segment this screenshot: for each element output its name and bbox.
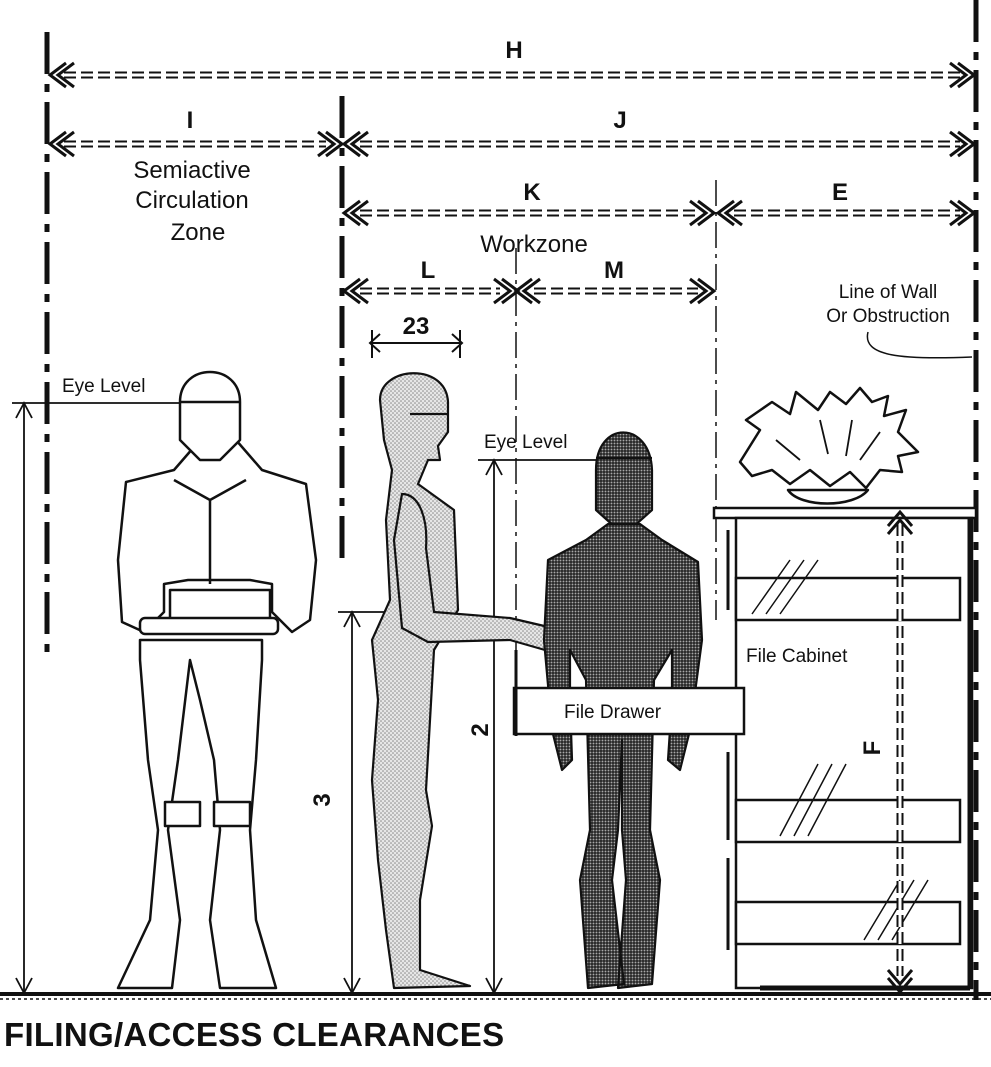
label-K: K [523, 179, 541, 206]
height-dimensions [12, 331, 973, 995]
file-drawer-label: File Drawer [564, 702, 662, 723]
figure-profile-middle [370, 372, 572, 990]
file-cabinet-label: File Cabinet [746, 646, 848, 667]
label-F: F [859, 741, 886, 756]
floor [0, 992, 991, 1000]
label-2: 2 [467, 723, 494, 736]
dim-arrow-23 [368, 330, 464, 358]
workzone-label: Workzone [480, 231, 588, 258]
wall-label-line2: Or Obstruction [826, 306, 950, 327]
tray [138, 616, 280, 636]
label-E: E [832, 179, 848, 206]
boundary-lines [44, 0, 979, 1000]
eye-level-right-label: Eye Level [484, 432, 567, 453]
drawer-2 [734, 798, 962, 844]
file-drawer [512, 650, 746, 736]
dimension-labels: H I J K E L M 23 F 2 3 [187, 37, 886, 807]
wall-label-line1: Line of Wall [839, 282, 938, 303]
label-I: I [187, 107, 194, 134]
zone-label-line1: Semiactive [133, 157, 250, 184]
eye-level-left-label: Eye Level [62, 376, 145, 397]
wall-leader [866, 331, 973, 359]
figure-standing-left [116, 370, 318, 990]
label-23: 23 [403, 313, 430, 340]
dimension-arrows [47, 61, 977, 358]
plant [738, 386, 920, 505]
zone-label-line2: Circulation [135, 187, 248, 214]
file-cabinet [712, 506, 978, 991]
annotation-labels: Semiactive Circulation Zone Workzone Lin… [62, 157, 950, 723]
label-J: J [613, 107, 626, 134]
drawer-3 [734, 900, 962, 946]
cabinet-top [712, 506, 978, 520]
drawer-1 [734, 576, 962, 622]
label-3: 3 [309, 793, 336, 806]
label-L: L [421, 257, 436, 284]
page-title: FILING/ACCESS CLEARANCES [4, 1016, 505, 1053]
zone-label-line3: Zone [171, 219, 226, 246]
label-H: H [505, 37, 522, 64]
dim-arrow-F [886, 509, 914, 995]
figure-front-dark [542, 431, 704, 990]
label-M: M [604, 257, 624, 284]
